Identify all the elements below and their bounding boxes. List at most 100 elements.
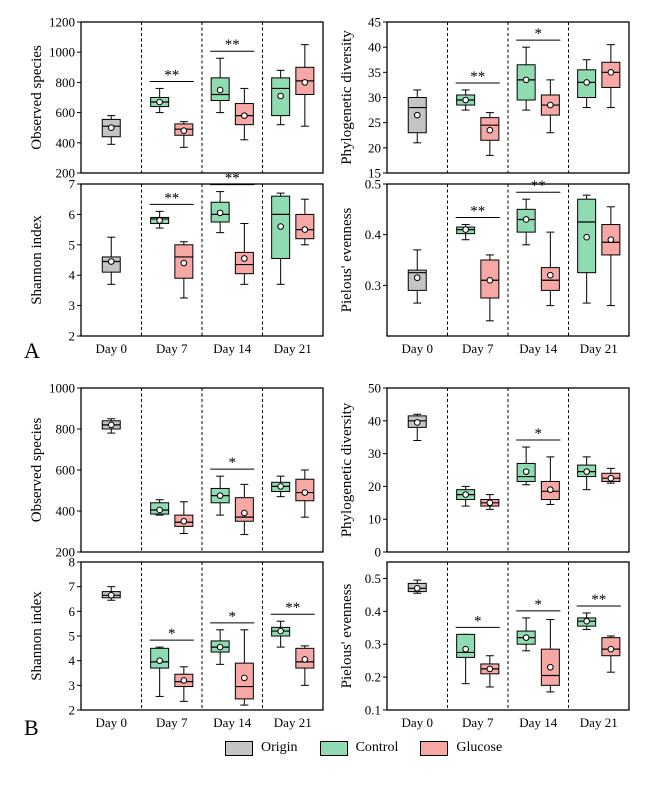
chart-5-box-glucose-day3-mean-marker [301,489,309,496]
chart-8-y-tick-label: 0.5 [365,571,381,586]
legend-item-origin: Origin [225,740,298,756]
chart-6-y-tick-label: 0 [375,545,382,560]
chart-1-box-control-day1-mean-marker [156,98,163,106]
chart-5-box-control-day1-mean-marker [156,506,163,514]
chart-6-y-tick-label: 20 [368,479,381,494]
chart-3-y-tick-label: 7 [69,177,76,192]
chart-5-box-control-day3-mean-marker [277,483,284,490]
chart-1-box-control-day2-mean-marker [216,86,224,94]
chart-3-significance-label-day1: ** [164,190,179,206]
chart-1-y-tick-label: 1000 [49,45,75,60]
chart-1-box-glucose-day2-mean-marker [241,112,248,119]
chart-7-y-tick-label: 5 [69,629,76,644]
chart-3-box-control-day3-mean-marker [277,223,284,230]
chart-2-y-tick-label: 45 [368,15,381,30]
chart-1-significance-label-day1: ** [164,67,179,83]
chart-6-box-glucose-day1-mean-marker [486,499,494,507]
chart-3-significance-label-day2: ** [225,171,240,187]
chart-5-y-tick-label: 800 [56,422,76,437]
chart-6-y-tick-label: 50 [368,381,381,396]
chart-7-box-glucose-day2-mean-marker [241,674,248,682]
chart-4-box-glucose-day3-mean-marker [607,236,615,244]
chart-8-box-glucose-day2-mean-marker [547,663,554,671]
chart-7-box-control-day2-mean-marker [216,643,224,651]
chart-7-x-tick-label-2: Day 14 [213,715,251,730]
chart-3-box-glucose-day3-mean-marker [301,226,309,233]
chart-5-box-glucose-day2-mean-marker [241,509,248,517]
chart-4-significance-label-day1: ** [470,204,485,220]
chart-2-box-glucose-day2-mean-marker [547,101,554,109]
chart-6-box-control-day1-mean-marker [462,491,469,498]
chart-6-y-tick-label: 40 [368,413,381,428]
legend-swatch-control [319,740,348,756]
chart-5-box-glucose-day2 [234,497,254,522]
chart-1-y-tick-label: 400 [56,135,76,150]
chart-4-y-tick-label: 0.5 [365,177,381,192]
chart-4-box-control-day3-mean-marker [583,233,590,241]
chart-3-box-control-day1-mean-marker [156,217,163,224]
chart-4-x-tick-label-2: Day 14 [519,341,557,356]
chart-8-box-control-day3-mean-marker [583,617,590,625]
chart-7-significance-label-day1: * [168,626,176,642]
chart-1-box-glucose-day3-mean-marker [301,79,309,86]
chart-8-x-tick-label-1: Day 7 [462,715,494,730]
chart-3-y-tick-label: 4 [69,268,76,283]
chart-7-box-origin-day0-mean-marker [107,592,115,599]
chart-1-y-axis-label: Observed species [29,45,45,150]
chart-3-x-tick-label-1: Day 7 [156,341,188,356]
legend: Origin Control Glucose [225,740,502,756]
chart-3-x-tick-label-0: Day 0 [96,341,127,356]
chart-5-box-glucose-day1-mean-marker [180,517,188,525]
chart-2-box-origin-day0-mean-marker [413,111,421,119]
chart-2-y-axis-label: Phylogenetic diversity [339,30,355,165]
chart-6-y-tick-label: 10 [368,512,381,527]
chart-6-box-control-day2-mean-marker [522,468,530,475]
chart-4-y-axis-label: Pielous' evenness [339,207,355,312]
chart-1-y-tick-label: 800 [56,75,76,90]
chart-5-y-axis-label: Observed species [29,418,45,523]
chart-6-significance-label-day2: * [535,426,543,442]
chart-4-box-glucose-day2 [540,267,560,291]
chart-7-box-control-day3-mean-marker [277,627,284,635]
chart-8-significance-label-day1: * [474,613,482,629]
chart-8-x-tick-label-2: Day 14 [519,715,557,730]
chart-8-significance-label-day3: ** [591,592,606,608]
chart-8-y-tick-label: 0.3 [365,637,381,652]
panel-label-a: A [24,338,40,363]
chart-8-y-tick-label: 0.1 [365,703,381,718]
chart-8-significance-label-day2: * [535,597,543,613]
chart-3-y-tick-label: 6 [69,207,76,222]
chart-7-significance-label-day3: ** [285,600,300,616]
chart-7-y-axis-label: Shannon index [29,591,45,681]
chart-7-x-tick-label-0: Day 0 [96,715,127,730]
legend-label-origin: Origin [261,740,298,755]
chart-1-box-control-day3-mean-marker [277,92,284,100]
chart-3-y-tick-label: 3 [69,298,76,313]
chart-4-x-tick-label-3: Day 21 [580,341,618,356]
chart-4-x-tick-label-0: Day 0 [402,341,433,356]
chart-2-significance-label-day2: * [535,26,543,42]
legend-label-glucose: Glucose [456,740,503,755]
chart-2-significance-label-day1: ** [470,69,485,85]
chart-2-y-tick-label: 20 [368,140,381,155]
chart-4-y-tick-label: 0.4 [365,227,382,242]
chart-5-y-tick-label: 1000 [49,381,75,396]
chart-2-box-control-day3-mean-marker [583,79,590,86]
chart-2-y-tick-label: 40 [368,40,381,55]
chart-1-box-glucose-day1-mean-marker [180,127,188,135]
chart-8-box-control-day2-mean-marker [522,634,530,641]
chart-1-y-tick-label: 600 [56,105,76,120]
chart-2-box-glucose-day3-mean-marker [607,69,615,76]
chart-4-box-control-day1-mean-marker [462,226,469,233]
chart-5-y-tick-label: 400 [56,504,76,519]
chart-6-box-control-day3-mean-marker [583,468,590,475]
chart-4-box-glucose-day2-mean-marker [547,271,554,279]
chart-1-significance-label-day2: ** [225,37,240,53]
chart-5-box-origin-day0-mean-marker [107,421,115,429]
chart-7-box-glucose-day3-mean-marker [301,656,309,663]
chart-6-y-axis-label: Phylogenetic diversity [339,402,355,537]
chart-8-y-axis-label: Pielous' evenness [339,583,355,688]
chart-3-x-tick-label-3: Day 21 [274,341,312,356]
chart-6-box-glucose-day3-mean-marker [607,474,615,482]
chart-7-significance-label-day2: * [229,609,237,625]
